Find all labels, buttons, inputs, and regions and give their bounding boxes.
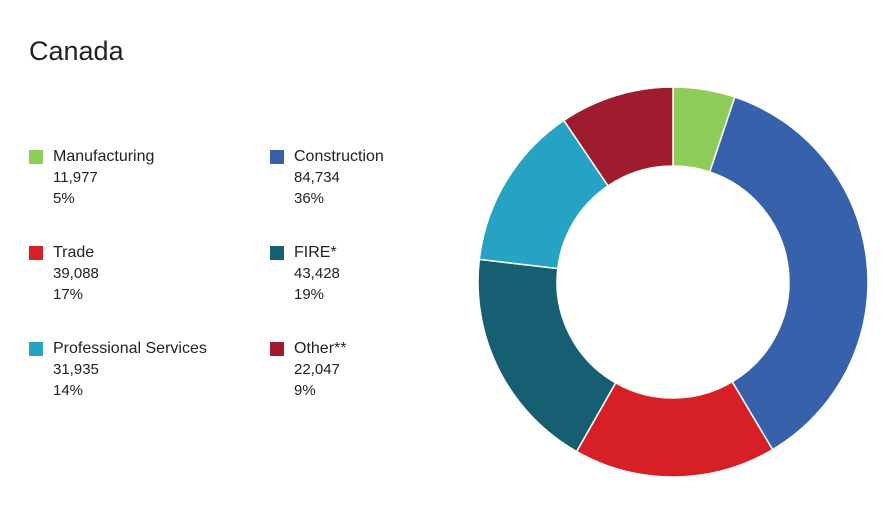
legend-count: 43,428 [294,265,340,282]
legend-percent: 14% [53,382,84,399]
legend-item-professional-services: Professional Services 31,935 14% [29,339,270,435]
legend-label: Other** [294,340,347,357]
donut-slice-construction [708,96,869,451]
legend-grid: Manufacturing 11,977 5% Construction 84,… [29,147,449,435]
legend-percent: 9% [294,382,316,399]
legend-percent: 5% [53,190,75,207]
legend-swatch [270,342,284,356]
legend-label: Manufacturing [53,148,155,165]
donut-slice-other [562,86,674,187]
legend-count: 39,088 [53,265,99,282]
legend-count: 22,047 [294,361,340,378]
legend-count: 31,935 [53,361,99,378]
legend-swatch [270,246,284,260]
legend-item-manufacturing: Manufacturing 11,977 5% [29,147,270,243]
chart-legend: Manufacturing 11,977 5% Construction 84,… [29,147,449,435]
legend-label: Trade [53,244,95,261]
legend-label: Construction [294,148,384,165]
legend-label: FIRE* [294,244,337,261]
legend-swatch [29,150,43,164]
legend-percent: 36% [294,190,325,207]
legend-item-other: Other** 22,047 9% [270,339,450,435]
legend-swatch [270,150,284,164]
legend-item-construction: Construction 84,734 36% [270,147,450,243]
donut-chart-svg [477,86,869,478]
legend-item-fire: FIRE* 43,428 19% [270,243,450,339]
legend-percent: 17% [53,286,84,303]
legend-label: Professional Services [53,340,207,357]
chart-title: Canada [29,36,124,66]
legend-item-trade: Trade 39,088 17% [29,243,270,339]
donut-chart [477,86,869,478]
legend-percent: 19% [294,286,325,303]
legend-swatch [29,246,43,260]
legend-count: 84,734 [294,169,340,186]
legend-count: 11,977 [53,169,98,186]
legend-swatch [29,342,43,356]
